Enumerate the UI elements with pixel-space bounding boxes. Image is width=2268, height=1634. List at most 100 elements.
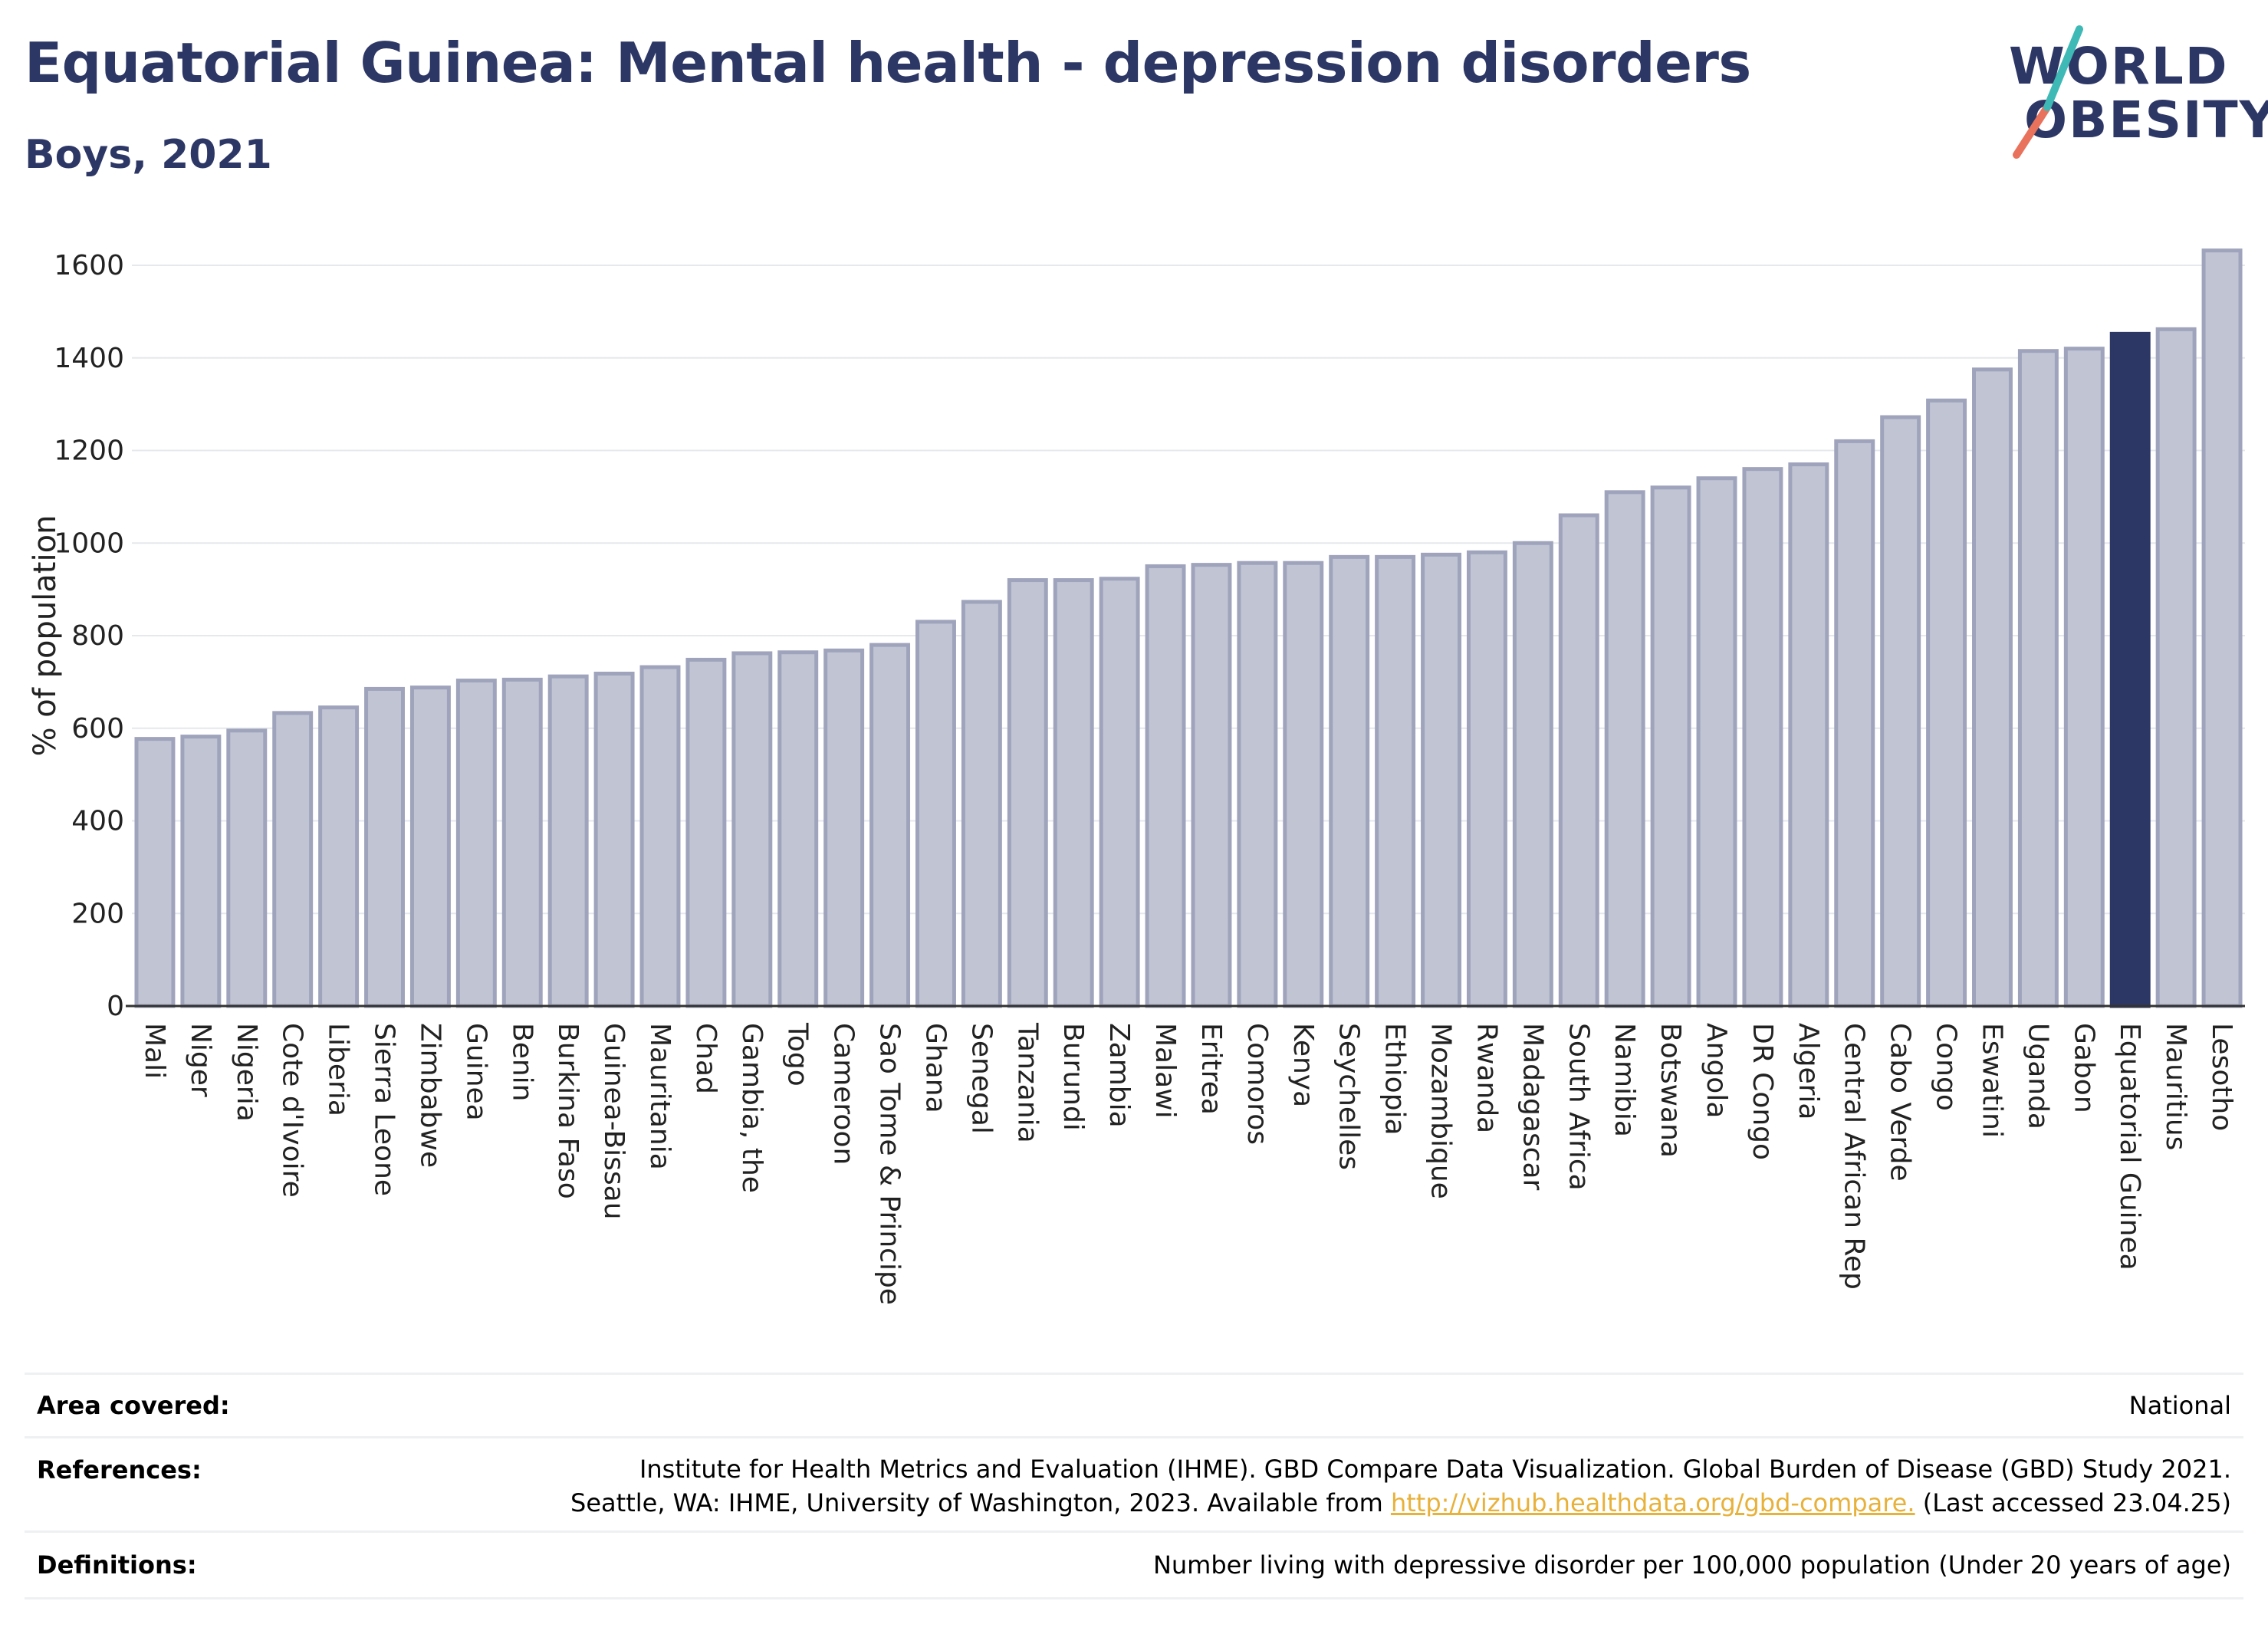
bar-senegal [961, 600, 1002, 1008]
bar-comoros [1237, 561, 1278, 1008]
bar-angola [1696, 476, 1737, 1008]
y-tick-label: 1400 [54, 343, 124, 374]
x-tick-label: Mauritius [2160, 1023, 2191, 1150]
y-tick-label: 600 [71, 713, 124, 745]
bar-botswana [1650, 485, 1691, 1008]
x-tick-label: Central African Rep [1839, 1023, 1870, 1290]
bar-mauritania [639, 665, 681, 1008]
references-accessed: (Last accessed 23.04.25) [1915, 1488, 2231, 1517]
bar-gabon [2063, 347, 2105, 1008]
bar-namibia [1604, 490, 1645, 1008]
bar-madagascar [1512, 541, 1553, 1008]
x-tick-label: Equatorial Guinea [2114, 1023, 2145, 1271]
x-tick-label: Rwanda [1471, 1023, 1502, 1133]
bar-equatorial-guinea [2109, 331, 2151, 1008]
bar-togo [777, 650, 819, 1008]
references-link[interactable]: http://vizhub.healthdata.org/gbd-compare… [1390, 1488, 1915, 1517]
x-tick-label: Burkina Faso [552, 1023, 583, 1199]
x-tick-label: Zambia [1103, 1023, 1135, 1128]
x-tick-label: Guinea-Bissau [598, 1023, 629, 1220]
y-tick-label: 400 [71, 806, 124, 837]
x-tick-label: Ghana [919, 1023, 951, 1113]
world-obesity-logo: WORLD OBESITY [1994, 23, 2268, 161]
bar-sao-tome-principe [869, 643, 911, 1008]
x-tick-label: Tanzania [1011, 1022, 1043, 1143]
x-tick-label: Nigeria [231, 1023, 262, 1122]
bar-nigeria [226, 728, 268, 1008]
bar-eswatini [1972, 367, 2013, 1008]
bar-eritrea [1191, 563, 1232, 1008]
bar-dr-congo [1742, 467, 1783, 1008]
bar-mozambique [1421, 552, 1461, 1008]
page-title: Equatorial Guinea: Mental health - depre… [25, 31, 1751, 95]
x-tick-label: Gabon [2068, 1023, 2099, 1113]
definitions-value: Number living with depressive disorder p… [1152, 1550, 2231, 1580]
x-tick-label: Gambia, the [736, 1023, 768, 1193]
x-tick-label: Angola [1701, 1023, 1732, 1118]
bar-mali [134, 737, 176, 1008]
x-tick-label: Namibia [1609, 1023, 1640, 1137]
x-tick-label: Comoros [1241, 1023, 1273, 1145]
x-tick-label: Mozambique [1425, 1023, 1457, 1199]
logo-line-2: OBESITY [2024, 90, 2268, 150]
bar-zambia [1099, 577, 1140, 1008]
x-tick-label: Burundi [1057, 1023, 1089, 1131]
footer-row-definitions: Definitions: Number living with depressi… [25, 1530, 2243, 1599]
bar-guinea-bissau [593, 672, 635, 1008]
x-tick-label: Chad [690, 1023, 721, 1094]
bar-kenya [1283, 561, 1324, 1008]
bar-cameroon [823, 648, 865, 1008]
x-tick-label: Sao Tome & Principe [874, 1023, 906, 1305]
y-tick-label: 0 [107, 991, 124, 1022]
x-tick-label: Sierra Leone [369, 1023, 400, 1196]
x-tick-label: Madagascar [1517, 1023, 1548, 1191]
bar-algeria [1788, 462, 1829, 1008]
area-value: National [2128, 1391, 2231, 1420]
x-tick-label: DR Congo [1747, 1023, 1778, 1160]
footer-row-references: References: Institute for Health Metrics… [25, 1436, 2243, 1530]
x-tick-label: Algeria [1793, 1023, 1824, 1120]
bar-sierra-leone [364, 686, 405, 1008]
bar-liberia [318, 705, 360, 1008]
bar-malawi [1145, 564, 1186, 1008]
bar-lesotho [2201, 248, 2243, 1008]
x-tick-label: Niger [185, 1023, 216, 1097]
x-tick-label: Cabo Verde [1885, 1023, 1916, 1182]
x-tick-label: Malawi [1149, 1023, 1181, 1119]
logo-slash-icon [2013, 25, 2083, 159]
x-tick-label: Eritrea [1195, 1023, 1227, 1115]
bar-burundi [1053, 578, 1094, 1008]
bar-gambia-the [731, 651, 773, 1008]
bar-niger [180, 735, 222, 1008]
x-tick-label: Kenya [1287, 1023, 1319, 1107]
page-subtitle: Boys, 2021 [25, 132, 272, 178]
x-tick-label: Congo [1931, 1023, 1962, 1111]
bar-benin [501, 677, 543, 1008]
bar-mauritius [2155, 327, 2197, 1008]
references-line-2: Seattle, WA: IHME, University of Washing… [570, 1488, 1391, 1517]
bar-south-africa [1558, 513, 1599, 1008]
bar-congo [1926, 398, 1967, 1008]
bar-burkina-faso [547, 674, 589, 1008]
x-tick-label: Mauritania [644, 1023, 675, 1170]
references-line-1: Institute for Health Metrics and Evaluat… [639, 1455, 2231, 1484]
y-tick-label: 1600 [54, 250, 124, 281]
x-tick-label: Uganda [2022, 1023, 2053, 1129]
bar-chad [685, 657, 727, 1008]
x-tick-label: Togo [782, 1022, 814, 1087]
y-tick-label: 800 [71, 620, 124, 652]
definitions-label: Definitions: [37, 1550, 197, 1580]
bar-seychelles [1329, 554, 1370, 1008]
bar-guinea [455, 679, 497, 1008]
x-tick-label: Senegal [965, 1023, 997, 1134]
bar-tanzania [1007, 578, 1048, 1008]
bar-zimbabwe [409, 685, 451, 1008]
bar-central-african-rep [1834, 439, 1875, 1008]
x-tick-label: Botswana [1655, 1023, 1686, 1158]
bar-uganda [2017, 349, 2059, 1008]
x-tick-label: Zimbabwe [414, 1023, 445, 1168]
footer-row-area: Area covered: National [25, 1373, 2243, 1436]
x-tick-label: Cote d'Ivoire [277, 1023, 308, 1198]
bar-ethiopia [1375, 554, 1416, 1008]
bar-ghana [915, 620, 956, 1008]
